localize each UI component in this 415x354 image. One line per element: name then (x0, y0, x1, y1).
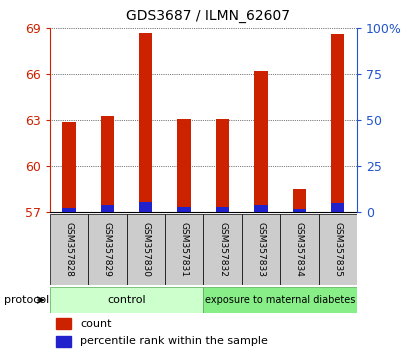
Text: exposure to maternal diabetes: exposure to maternal diabetes (205, 295, 355, 305)
Text: protocol: protocol (4, 295, 49, 305)
Bar (62, 208, 76, 212)
Text: GSM357828: GSM357828 (64, 222, 73, 277)
Bar (139, 202, 152, 212)
Bar (178, 119, 191, 212)
Text: GSM357833: GSM357833 (256, 222, 266, 277)
Text: percentile rank within the sample: percentile rank within the sample (80, 336, 268, 346)
Bar (216, 119, 229, 212)
Bar (62, 122, 76, 212)
Text: GDS3687 / ILMN_62607: GDS3687 / ILMN_62607 (125, 9, 290, 23)
Text: GSM357832: GSM357832 (218, 222, 227, 277)
Bar (139, 33, 152, 212)
Bar (127, 214, 165, 285)
Bar (319, 214, 357, 285)
Bar (101, 116, 114, 212)
Text: GSM357830: GSM357830 (141, 222, 150, 277)
Text: GSM357829: GSM357829 (103, 222, 112, 277)
Bar (293, 209, 306, 212)
Text: GSM357835: GSM357835 (333, 222, 342, 277)
Bar (88, 214, 127, 285)
Bar (101, 205, 114, 212)
Bar (242, 214, 280, 285)
Bar (216, 207, 229, 212)
Text: GSM357834: GSM357834 (295, 222, 304, 277)
Bar (178, 207, 191, 212)
Text: control: control (107, 295, 146, 305)
Text: GSM357831: GSM357831 (180, 222, 189, 277)
Bar (280, 214, 318, 285)
Bar (203, 214, 242, 285)
Bar (331, 203, 344, 212)
Bar (254, 205, 268, 212)
Bar (331, 34, 344, 212)
Bar (56, 318, 71, 329)
Bar (293, 189, 306, 212)
Bar (203, 287, 357, 313)
Bar (165, 214, 203, 285)
Bar (254, 71, 268, 212)
Bar (50, 214, 88, 285)
Bar (56, 336, 71, 347)
Bar (50, 287, 203, 313)
Text: count: count (80, 319, 111, 329)
